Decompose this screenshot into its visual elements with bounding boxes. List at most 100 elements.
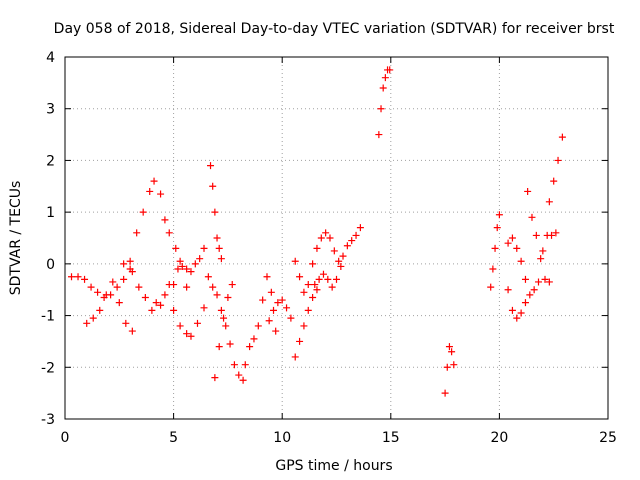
data-point [150,177,158,185]
data-point [521,299,529,307]
data-point [246,343,254,351]
data-point [443,363,451,371]
series-track-i [207,162,225,263]
data-point [537,255,545,263]
data-point [141,293,149,301]
data-point [109,278,117,286]
data-point [495,211,503,219]
y-tick-label: -3 [41,412,55,428]
data-point [487,283,495,291]
data-point [348,237,356,245]
data-point [550,177,558,185]
data-point [213,234,221,242]
data-point [200,244,208,252]
data-point [386,66,394,74]
y-tick-label: -2 [41,360,55,376]
data-point [313,244,321,252]
data-point [381,74,389,82]
data-point [377,105,385,113]
data-point [493,224,501,232]
series-track-a [68,265,134,301]
data-point [178,262,186,270]
data-point [441,389,449,397]
data-point [300,288,308,296]
data-point [324,275,332,283]
data-point [217,306,225,314]
data-point [517,257,525,265]
data-point [291,353,299,361]
x-axis-label: GPS time / hours [275,458,392,474]
data-point [491,244,499,252]
data-point [226,340,234,348]
data-point [283,304,291,312]
data-point [183,283,191,291]
data-point [513,244,521,252]
x-tick-label: 15 [382,430,400,446]
data-point [274,299,282,307]
data-point [291,257,299,265]
data-point [489,265,497,273]
data-point [328,283,336,291]
data-point [448,348,456,356]
y-tick-label: -1 [41,309,55,325]
series-track-f [157,262,191,309]
data-point [530,286,538,294]
data-point [172,244,180,252]
data-point [304,281,312,289]
series-track-y [545,133,566,206]
series-track-c [120,177,158,268]
chart-title: Day 058 of 2018, Sidereal Day-to-day VTE… [54,21,615,37]
data-point [272,327,280,335]
data-point [102,291,110,299]
data-point [504,286,512,294]
plot-frame [64,56,609,420]
data-point [296,273,304,281]
data-point [330,247,338,255]
series-track-n [291,286,321,361]
series-track-k [211,281,236,382]
data-point [532,231,540,239]
data-point [81,275,89,283]
series-track-g [170,304,208,340]
data-point [215,244,223,252]
y-tick-label: 1 [46,205,55,221]
data-point [120,275,128,283]
data-point [193,319,201,327]
data-point [539,247,547,255]
data-point [296,337,304,345]
data-point [287,314,295,322]
data-point [209,182,217,190]
y-tick-label: 3 [46,102,55,118]
data-point [356,224,364,232]
data-point [215,343,223,351]
data-point [176,322,184,330]
data-point [528,213,536,221]
data-point [508,306,516,314]
data-point [120,260,128,268]
data-point [517,309,525,317]
data-point [230,361,238,369]
data-point [534,278,542,286]
data-point [554,156,562,164]
data-point [170,306,178,314]
data-point [200,304,208,312]
data-point [545,278,553,286]
data-point [128,268,136,276]
x-tick-label: 5 [169,430,178,446]
data-point [548,231,556,239]
data-point [333,275,340,283]
data-point [445,343,453,351]
series-track-r [375,66,394,139]
data-point [217,255,225,263]
data-point [128,327,136,335]
data-point [228,281,236,289]
data-point [521,275,529,283]
data-point [313,286,321,294]
data-point [315,275,323,283]
data-point [259,296,267,304]
data-point [68,273,76,281]
data-point [204,273,212,281]
data-point [113,283,121,291]
series-track-e [157,190,184,265]
data-point [187,268,195,276]
